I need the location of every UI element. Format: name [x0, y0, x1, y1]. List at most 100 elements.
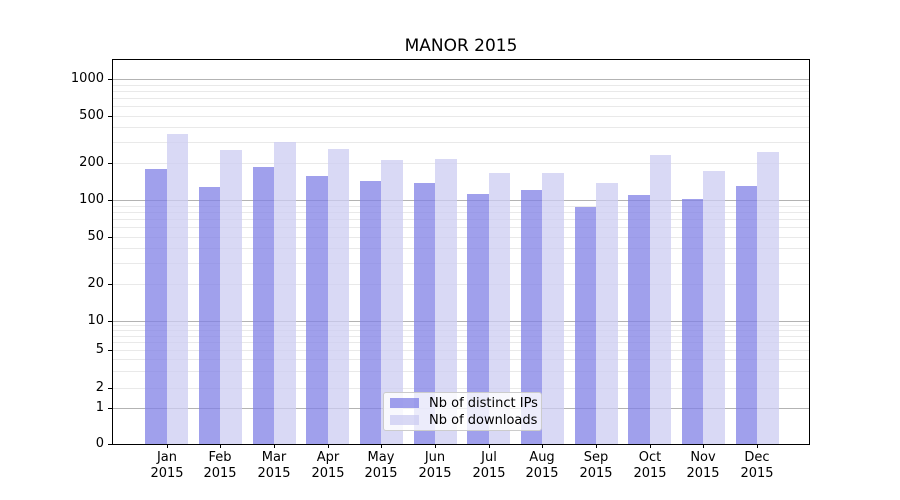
x-tick-month: Nov: [690, 450, 716, 465]
bar-distinct-ips: [628, 194, 650, 444]
x-tick-month: Sep: [583, 450, 609, 465]
bar-distinct-ips: [735, 186, 757, 444]
gridline-minor: [113, 248, 809, 249]
y-tick-mark: [108, 388, 112, 389]
gridline-minor: [113, 227, 809, 228]
gridline-minor: [113, 85, 809, 86]
x-tick-label: Jan 2015: [135, 450, 199, 482]
x-tick-year: 2015: [203, 466, 237, 481]
bar-distinct-ips: [467, 194, 489, 444]
x-tick-mark: [381, 444, 382, 448]
y-tick-mark: [108, 79, 112, 80]
plot-area: [112, 59, 810, 445]
gridline-minor: [113, 284, 809, 285]
y-tick-mark: [108, 321, 112, 322]
x-tick-year: 2015: [150, 466, 184, 481]
bar-downloads: [488, 172, 511, 444]
x-tick-label: Nov 2015: [671, 450, 735, 482]
x-tick-month: Oct: [638, 450, 662, 465]
x-tick-month: Jun: [424, 450, 446, 465]
y-tick-mark: [108, 116, 112, 117]
bar-distinct-ips: [252, 166, 274, 444]
x-tick-year: 2015: [311, 466, 345, 481]
x-tick-mark: [435, 444, 436, 448]
y-tick-mark: [108, 408, 112, 409]
gridline-minor: [113, 371, 809, 372]
x-tick-label: Dec 2015: [725, 450, 789, 482]
bar-distinct-ips: [681, 198, 704, 444]
y-tick-label: 20: [87, 276, 104, 291]
bar-distinct-ips: [306, 175, 328, 444]
x-tick-label: Apr 2015: [296, 450, 360, 482]
x-tick-label: Feb 2015: [188, 450, 252, 482]
x-tick-year: 2015: [579, 466, 613, 481]
gridline-minor: [113, 359, 809, 360]
x-tick-mark: [489, 444, 490, 448]
bar-distinct-ips: [520, 190, 543, 444]
x-tick-month: Feb: [208, 450, 232, 465]
gridline-major: [113, 321, 809, 322]
bar-downloads: [757, 151, 779, 444]
gridline-major: [113, 79, 809, 80]
y-tick-mark: [108, 444, 112, 445]
bar-downloads: [596, 182, 618, 444]
bar-downloads: [327, 148, 350, 444]
y-tick-mark: [108, 237, 112, 238]
x-tick-year: 2015: [686, 466, 720, 481]
x-tick-month: Aug: [529, 450, 555, 465]
x-tick-label: May 2015: [349, 450, 413, 482]
x-tick-mark: [220, 444, 221, 448]
legend-label: Nb of downloads: [429, 412, 538, 428]
gridline-minor: [113, 91, 809, 92]
chart-title: MANOR 2015: [404, 36, 518, 56]
y-tick-label: 1: [95, 400, 104, 415]
bar-downloads: [166, 133, 189, 444]
x-tick-label: Aug 2015: [510, 450, 574, 482]
x-tick-month: Dec: [744, 450, 770, 465]
gridline-minor: [113, 163, 809, 164]
x-tick-year: 2015: [472, 466, 506, 481]
y-tick-mark: [108, 350, 112, 351]
x-tick-month: Jan: [156, 450, 178, 465]
y-tick-label: 2: [95, 380, 104, 395]
bar-downloads: [542, 173, 564, 444]
gridline-minor: [113, 127, 809, 128]
x-tick-mark: [167, 444, 168, 448]
legend: Nb of distinct IPs Nb of downloads: [383, 392, 542, 431]
x-tick-month: Jul: [481, 450, 497, 465]
x-tick-mark: [542, 444, 543, 448]
bar-distinct-ips: [359, 180, 382, 444]
y-tick-label: 1000: [70, 71, 104, 86]
x-tick-year: 2015: [740, 466, 774, 481]
y-tick-label: 5: [95, 342, 104, 357]
x-tick-mark: [274, 444, 275, 448]
bar-distinct-ips: [574, 207, 596, 444]
x-tick-year: 2015: [418, 466, 452, 481]
y-tick-label: 10: [87, 313, 104, 328]
bar-downloads: [381, 160, 403, 444]
gridline-minor: [113, 206, 809, 207]
x-tick-mark: [650, 444, 651, 448]
x-tick-mark: [596, 444, 597, 448]
x-tick-year: 2015: [364, 466, 398, 481]
y-tick-mark: [108, 200, 112, 201]
legend-swatch: [390, 398, 419, 408]
bar-downloads: [274, 142, 296, 444]
x-tick-label: Mar 2015: [242, 450, 306, 482]
gridline-major: [113, 200, 809, 201]
legend-item: Nb of downloads: [390, 412, 538, 428]
gridline-minor: [113, 142, 809, 143]
gridline-minor: [113, 237, 809, 238]
x-tick-label: Oct 2015: [618, 450, 682, 482]
bar-distinct-ips: [145, 168, 167, 444]
x-tick-mark: [328, 444, 329, 448]
x-tick-month: Apr: [316, 450, 340, 465]
gridline-minor: [113, 219, 809, 220]
x-tick-label: Sep 2015: [564, 450, 628, 482]
gridline-minor: [113, 325, 809, 326]
gridline-minor: [113, 330, 809, 331]
y-tick-label: 50: [87, 229, 104, 244]
legend-label: Nb of distinct IPs: [429, 395, 538, 411]
y-tick-mark: [108, 163, 112, 164]
bar-downloads: [220, 149, 242, 444]
